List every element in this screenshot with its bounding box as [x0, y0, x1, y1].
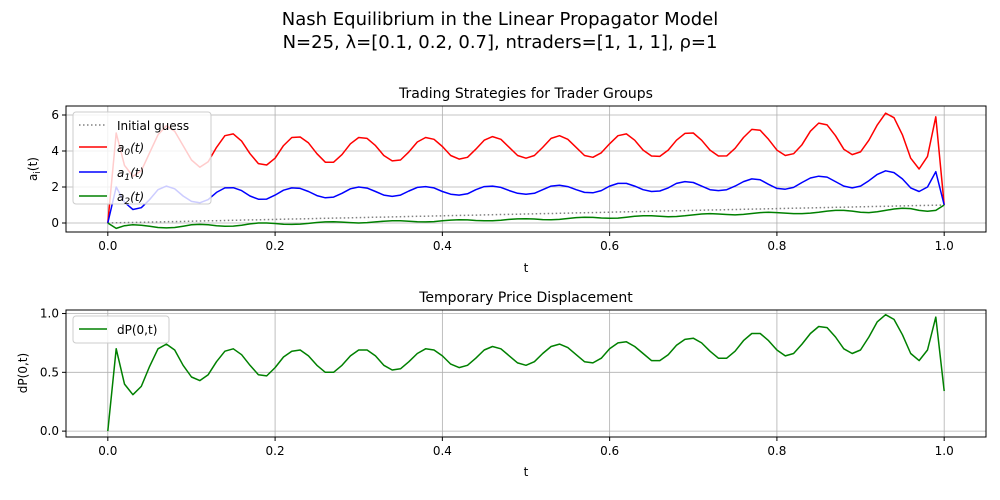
y-tick-label: 4 — [51, 144, 59, 158]
price-displacement-ticks: 0.0 0.2 0.4 0.6 0.8 1.0 0.0 0.5 1.0 — [40, 307, 954, 458]
strategies-subplot: Trading Strategies for Trader Groups 0.0… — [26, 86, 987, 275]
y-tick-label: 2 — [51, 180, 59, 194]
legend-a0-label: a0(t) — [117, 141, 144, 158]
x-tick-label: 0.8 — [767, 239, 786, 253]
x-tick-label: 0.6 — [600, 239, 619, 253]
strategies-series-line-1 — [107, 112, 945, 224]
x-tick-label: 0.2 — [266, 444, 285, 458]
x-tick-label: 0.4 — [433, 239, 452, 253]
y-tick-label: 6 — [51, 108, 59, 122]
y-tick-label: 0 — [51, 216, 59, 230]
price-displacement-subplot-title: Temporary Price Displacement — [418, 290, 633, 306]
x-tick-label: 0.0 — [98, 444, 117, 458]
price-displacement-series-line-0 — [107, 313, 945, 432]
legend-initial-guess-label: Initial guess — [117, 119, 189, 133]
legend-a2-label: a2(t) — [117, 190, 144, 207]
x-tick-label: 0.4 — [433, 444, 452, 458]
strategies-axes-frame — [65, 105, 987, 233]
strategies-legend-box — [72, 111, 212, 205]
strategies-series-lines — [107, 112, 945, 230]
price-displacement-series-lines — [107, 313, 945, 432]
suptitle-line-2: N=25, λ=[0.1, 0.2, 0.7], ntraders=[1, 1,… — [283, 32, 718, 53]
suptitle-line-1: Nash Equilibrium in the Linear Propagato… — [282, 9, 718, 30]
price-displacement-y-axis-label: dP(0,t) — [16, 353, 30, 393]
x-tick-label: 0.0 — [98, 239, 117, 253]
price-displacement-legend-box — [72, 315, 170, 344]
price-displacement-grid — [66, 310, 986, 437]
x-tick-label: 1.0 — [935, 444, 954, 458]
price-displacement-x-axis-label: t — [524, 465, 529, 479]
y-tick-label: 0.0 — [40, 424, 59, 438]
strategies-y-axis-label: ai(t) — [26, 157, 43, 181]
x-tick-label: 0.6 — [600, 444, 619, 458]
strategies-series-line-2 — [107, 170, 945, 224]
strategies-subplot-title: Trading Strategies for Trader Groups — [398, 86, 653, 102]
x-tick-label: 0.2 — [266, 239, 285, 253]
y-tick-label: 0.5 — [40, 365, 59, 379]
price-displacement-axes-frame — [65, 309, 987, 438]
x-tick-label: 1.0 — [935, 239, 954, 253]
strategies-ticks: 0.0 0.2 0.4 0.6 0.8 1.0 0 2 4 6 — [51, 108, 953, 253]
legend-dP-label: dP(0,t) — [117, 323, 157, 337]
x-tick-label: 0.8 — [767, 444, 786, 458]
price-displacement-subplot: Temporary Price Displacement 0.0 0.2 0.4 0.… — [16, 290, 987, 479]
y-tick-label: 1.0 — [40, 307, 59, 321]
legend-a1-label: a1(t) — [117, 166, 144, 183]
strategies-series-line-3 — [107, 204, 945, 230]
strategies-x-axis-label: t — [524, 261, 529, 275]
strategies-series-line-0 — [107, 204, 945, 224]
price-displacement-legend: dP(0,t) — [72, 315, 170, 344]
strategies-legend: Initial guess a0(t) a1(t) a2(t) — [72, 111, 212, 207]
strategies-grid — [66, 106, 986, 232]
